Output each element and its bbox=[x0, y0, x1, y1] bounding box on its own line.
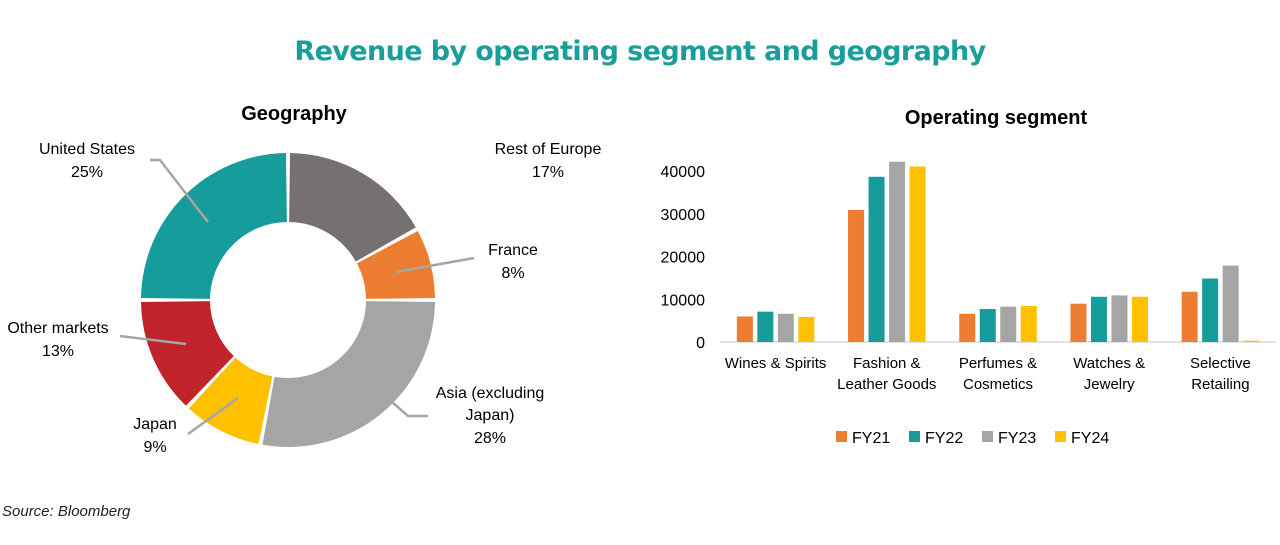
donut-label-other-markets: Other markets 13% bbox=[7, 320, 108, 360]
legend-swatch-fy24 bbox=[1055, 431, 1066, 442]
x-tick-label-watches-jewelry: Watches & Jewelry bbox=[1073, 355, 1145, 393]
bar-perfumes-cosmetics-fy21 bbox=[959, 313, 976, 342]
bar-fashion-leather-goods-fy23 bbox=[889, 161, 906, 342]
bar-watches-jewelry-fy23 bbox=[1111, 295, 1128, 342]
bar-watches-jewelry-fy21 bbox=[1070, 303, 1087, 342]
bar-chart-title: Operating segment bbox=[905, 107, 1088, 129]
donut-slice-united-states bbox=[141, 153, 287, 299]
y-tick-label: 10000 bbox=[661, 292, 706, 309]
x-tick-label-fashion-leather-goods: Fashion & Leather Goods bbox=[837, 355, 936, 393]
donut-label-asia-excluding-japan: Asia (excluding Japan) 28% bbox=[436, 385, 545, 447]
bar-watches-jewelry-fy24 bbox=[1131, 296, 1148, 342]
legend-label-fy21: FY21 bbox=[852, 430, 890, 447]
x-tick-label-selective-retailing: Selective Retailing bbox=[1190, 355, 1251, 393]
leader-line-other-markets bbox=[119, 334, 187, 346]
donut-label-united-states: United States 25% bbox=[39, 141, 135, 181]
y-tick-label: 20000 bbox=[661, 250, 706, 267]
leader-line-united-states bbox=[150, 158, 209, 223]
donut-label-france: France 8% bbox=[488, 242, 538, 282]
leader-line-asia-excluding-japan bbox=[391, 401, 428, 418]
bar-selective-retailing-fy23 bbox=[1222, 265, 1239, 342]
donut-label-rest-of-europe: Rest of Europe 17% bbox=[495, 141, 602, 181]
donut-label-japan: Japan 9% bbox=[133, 416, 177, 456]
bar-wines-spirits-fy24 bbox=[798, 316, 815, 342]
legend-label-fy23: FY23 bbox=[998, 430, 1036, 447]
donut-slice-japan bbox=[188, 357, 273, 444]
y-tick-label: 40000 bbox=[661, 164, 706, 181]
leader-line-france bbox=[395, 256, 475, 274]
bar-fashion-leather-goods-fy24 bbox=[909, 166, 926, 342]
donut-slice-other-markets bbox=[141, 301, 234, 406]
legend-label-fy22: FY22 bbox=[925, 430, 963, 447]
donut-title: Geography bbox=[241, 103, 347, 125]
donut-slice-rest-of-europe bbox=[289, 153, 416, 262]
bar-wines-spirits-fy22 bbox=[757, 311, 774, 342]
bar-fashion-leather-goods-fy21 bbox=[848, 209, 865, 342]
bar-selective-retailing-fy22 bbox=[1202, 278, 1219, 342]
bar-fashion-leather-goods-fy22 bbox=[868, 176, 885, 342]
geography-donut-chart: Geography Rest of Europe 17% France 8% Asia (… bbox=[7, 103, 602, 456]
bar-selective-retailing-fy21 bbox=[1181, 291, 1198, 342]
bar-wines-spirits-fy23 bbox=[777, 313, 794, 342]
leader-line-japan bbox=[187, 396, 239, 436]
donut-slice-asia-excluding-japan bbox=[262, 301, 435, 447]
page-title: Revenue by operating segment and geograp… bbox=[294, 36, 986, 67]
bar-perfumes-cosmetics-fy24 bbox=[1020, 306, 1037, 342]
x-tick-label-perfumes-cosmetics: Perfumes & Cosmetics bbox=[959, 355, 1037, 393]
operating-segment-bar-chart: Operating segment 0 10000 20000 30000 40000 Wi… bbox=[661, 107, 1276, 447]
x-tick-label-wines-spirits: Wines & Spirits bbox=[725, 355, 827, 372]
legend-swatch-fy22 bbox=[909, 431, 920, 442]
legend-swatch-fy23 bbox=[982, 431, 993, 442]
bar-wines-spirits-fy21 bbox=[736, 316, 753, 342]
source-note: Source: Bloomberg bbox=[2, 503, 131, 520]
legend-label-fy24: FY24 bbox=[1071, 430, 1109, 447]
y-tick-label: 30000 bbox=[661, 207, 706, 224]
bar-perfumes-cosmetics-fy22 bbox=[979, 308, 996, 342]
bar-perfumes-cosmetics-fy23 bbox=[1000, 306, 1017, 342]
bar-selective-retailing-fy24 bbox=[1243, 340, 1260, 342]
donut-slice-france bbox=[356, 230, 435, 299]
y-tick-label: 0 bbox=[696, 335, 705, 352]
bar-watches-jewelry-fy22 bbox=[1090, 296, 1107, 342]
legend-swatch-fy21 bbox=[836, 431, 847, 442]
